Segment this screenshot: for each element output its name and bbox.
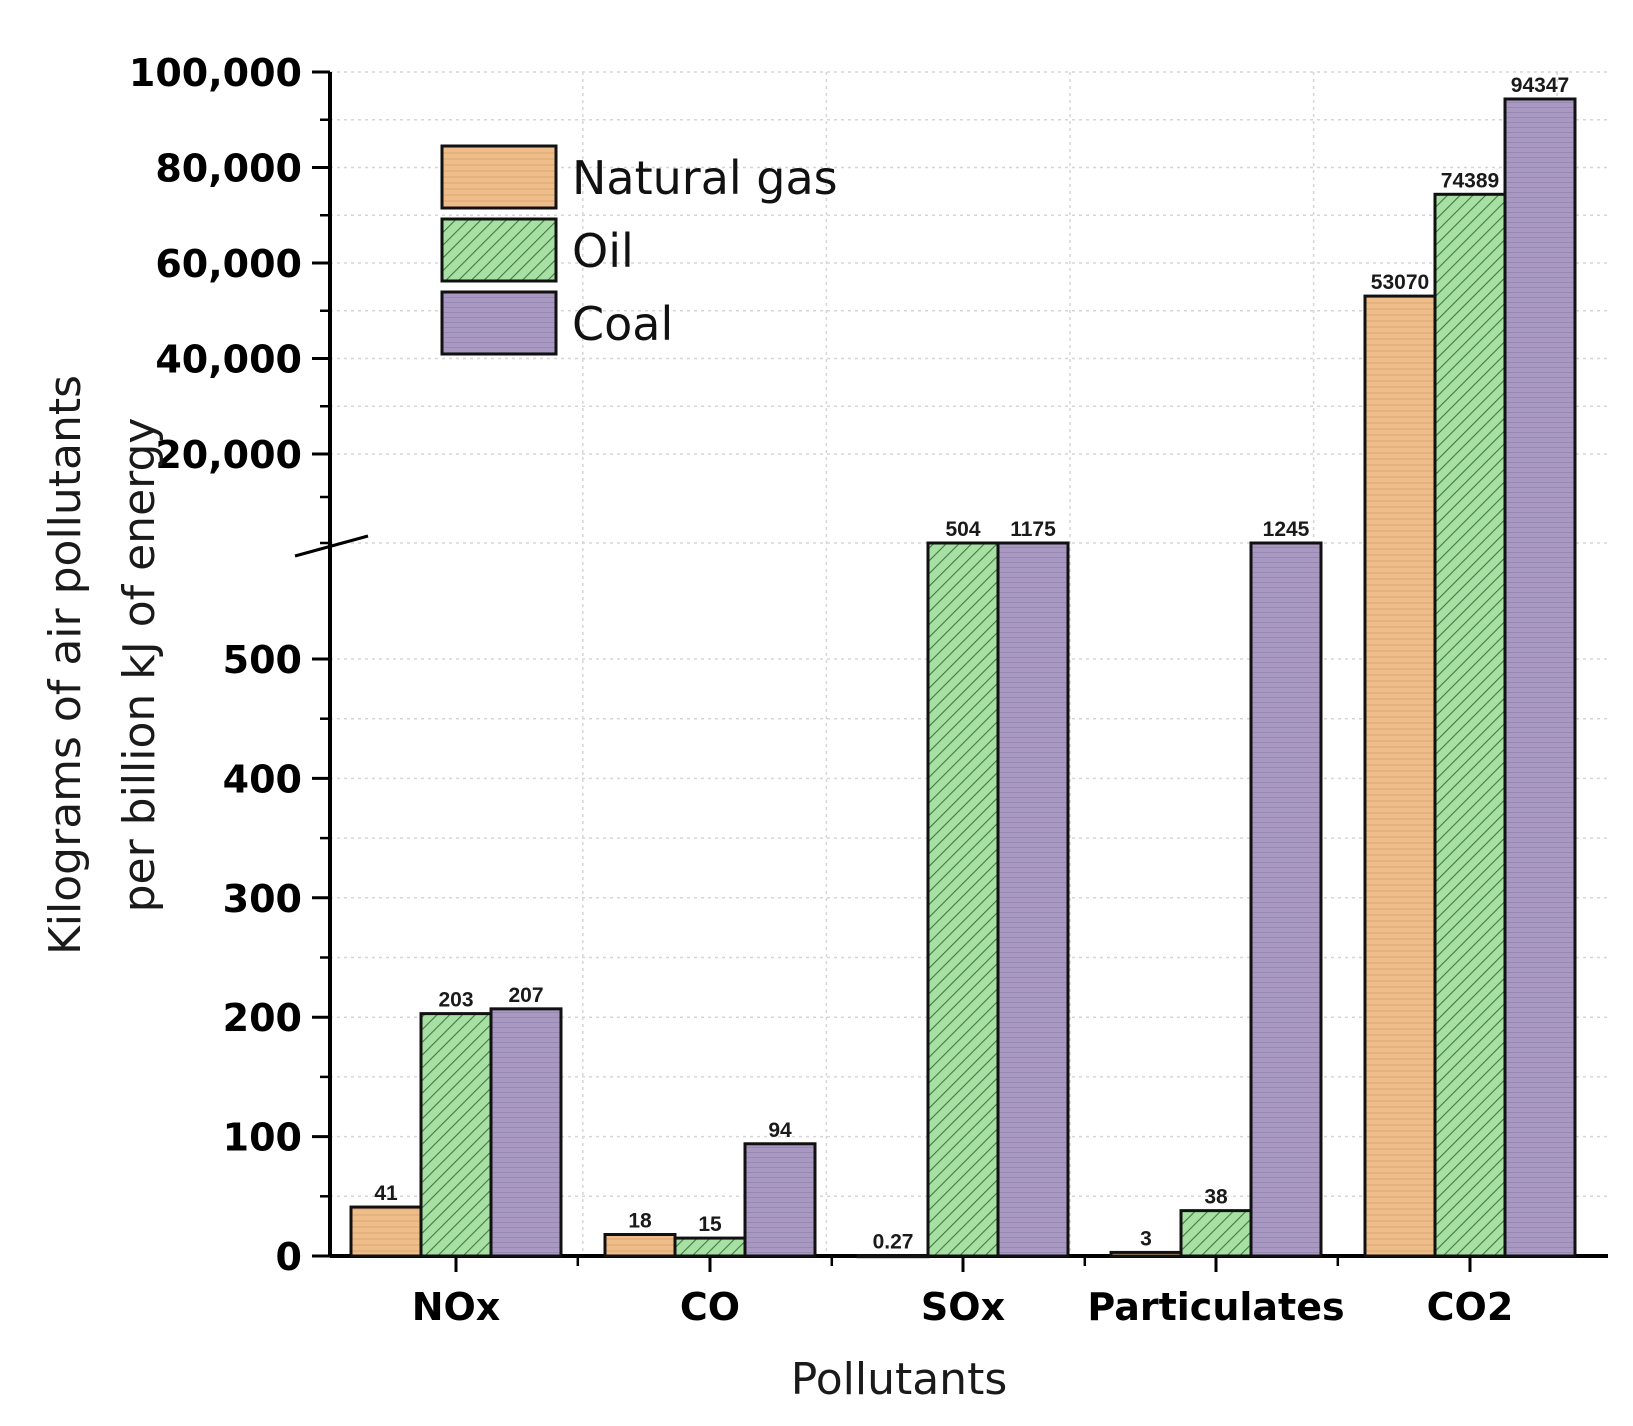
y-tick-label: 60,000 — [155, 242, 302, 286]
bar-coal-sox — [996, 541, 1070, 1258]
bar-oil-nox — [419, 1012, 493, 1258]
y-tick-label: 100,000 — [129, 51, 302, 95]
legend-label: Natural gas — [572, 151, 838, 205]
legend-label: Oil — [572, 224, 634, 278]
bar-natural-gas-co — [603, 1233, 677, 1258]
bar-coal-co — [743, 1142, 817, 1258]
x-tick-label: CO — [680, 1285, 740, 1329]
x-axis-title: Pollutants — [791, 1354, 1008, 1405]
x-tick-label: NOx — [412, 1285, 501, 1329]
y-tick-label: 40,000 — [155, 338, 302, 382]
bar-oil-co2 — [1433, 192, 1507, 1258]
bars — [349, 97, 1577, 1259]
data-label: 38 — [1204, 1186, 1228, 1209]
x-tick-label: Particulates — [1087, 1285, 1344, 1329]
data-label: 0.27 — [873, 1231, 914, 1254]
data-label: 53070 — [1371, 271, 1429, 294]
y-axis-title-line1: Kilograms of air pollutants — [40, 375, 91, 955]
data-label: 18 — [628, 1210, 652, 1233]
legend-swatch-coal — [440, 290, 558, 356]
bar-natural-gas-particulates — [1109, 1250, 1183, 1258]
data-label: 15 — [698, 1213, 722, 1236]
y-ticks: 0 100 200 300 400 500 20,000 40,000 60,000 80,000… — [129, 51, 330, 1279]
data-label: 3 — [1140, 1227, 1152, 1250]
data-label: 74389 — [1441, 169, 1499, 192]
data-label: 1245 — [1263, 518, 1310, 541]
bar-coal-particulates — [1249, 541, 1323, 1258]
data-label: 1175 — [1010, 518, 1056, 541]
legend-swatch-natural-gas — [440, 144, 558, 210]
bar-natural-gas-sox — [856, 1254, 930, 1259]
legend: Natural gas Oil Coal — [440, 144, 838, 356]
bar-oil-co — [673, 1236, 747, 1258]
legend-swatch-oil — [440, 217, 558, 283]
data-labels: 41 203 207 18 15 94 0.27 504 1175 3 38 1245 53070 743… — [374, 74, 1569, 1254]
y-axis-title: Kilograms of air pollutants per billion … — [40, 375, 165, 955]
data-label: 41 — [374, 1182, 398, 1205]
y-tick-label: 400 — [223, 757, 302, 801]
bar-natural-gas-co2 — [1363, 294, 1437, 1258]
x-ticks: NOx CO SOx Particulates CO2 — [412, 1256, 1514, 1329]
bar-coal-co2 — [1503, 97, 1577, 1258]
bar-oil-particulates — [1179, 1209, 1253, 1258]
axis-break-mark — [294, 534, 369, 558]
legend-label: Coal — [572, 297, 673, 351]
y-tick-label: 0 — [276, 1235, 302, 1279]
data-label: 94347 — [1511, 74, 1569, 97]
y-tick-label: 80,000 — [155, 147, 302, 191]
data-label: 207 — [508, 984, 543, 1007]
y-tick-label: 200 — [223, 996, 302, 1040]
x-tick-label: SOx — [921, 1285, 1005, 1329]
x-tick-label: CO2 — [1427, 1285, 1514, 1329]
y-tick-label: 100 — [223, 1116, 302, 1160]
bar-coal-nox — [489, 1007, 563, 1258]
data-label: 504 — [945, 518, 980, 541]
y-tick-label: 300 — [223, 877, 302, 921]
bar-natural-gas-nox — [349, 1205, 423, 1258]
y-tick-label: 500 — [223, 638, 302, 682]
bar-oil-sox — [926, 541, 1000, 1258]
y-axis-title-line2: per billion kJ of energy — [114, 418, 165, 913]
data-label: 94 — [768, 1119, 792, 1142]
y-tick-label: 20,000 — [155, 433, 302, 477]
data-label: 203 — [438, 989, 473, 1012]
